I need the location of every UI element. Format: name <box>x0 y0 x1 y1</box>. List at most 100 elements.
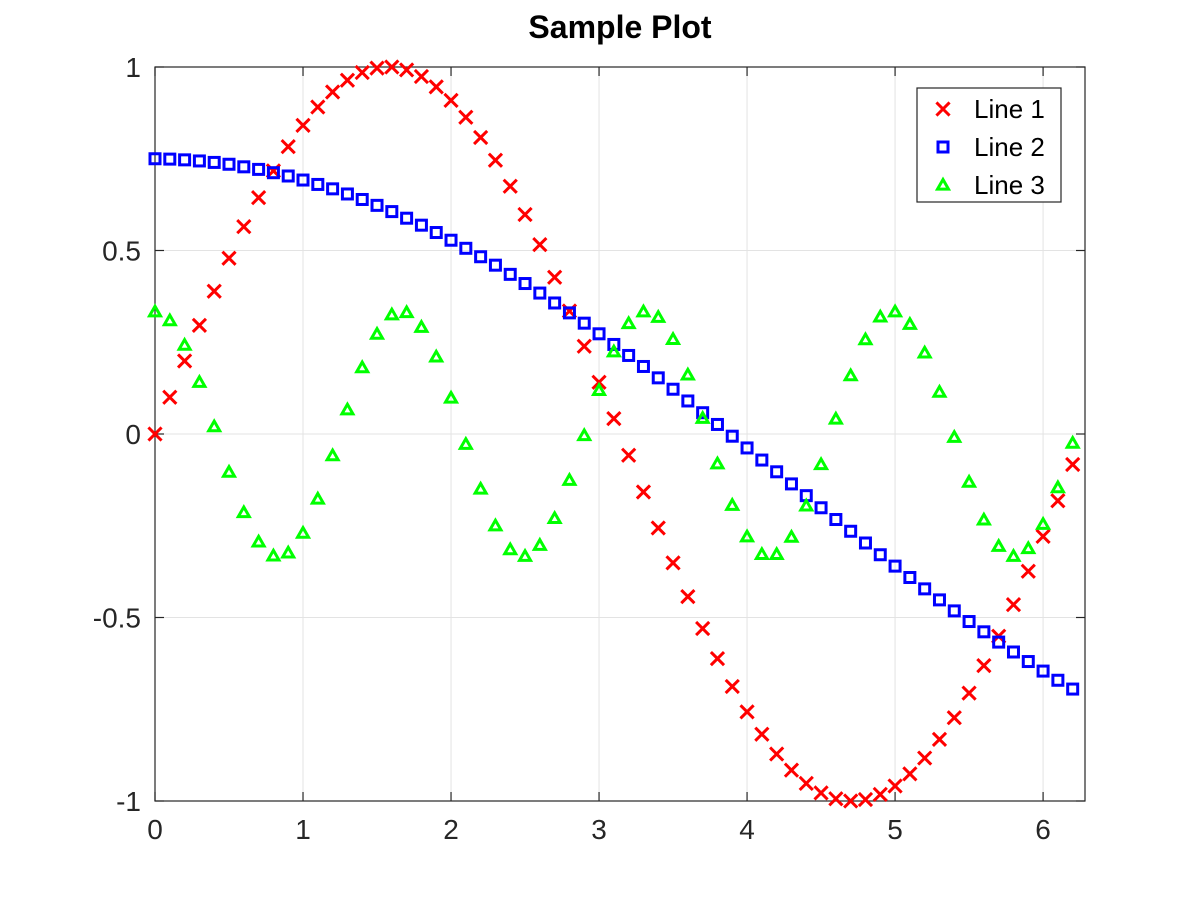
data-point-line-1 <box>946 710 962 726</box>
data-point-line-2 <box>1036 664 1050 678</box>
data-point-line-2 <box>592 327 606 341</box>
data-point-line-2 <box>903 570 917 584</box>
y-tick-label: 0 <box>125 419 141 450</box>
data-point-line-1 <box>695 620 711 637</box>
data-point-line-2 <box>237 160 251 174</box>
data-point-line-3 <box>383 306 400 321</box>
legend-marker <box>935 101 951 117</box>
data-point-line-1 <box>547 269 563 285</box>
y-tick-label: 1 <box>125 52 141 83</box>
data-point-line-2 <box>148 152 162 166</box>
data-point-line-3 <box>590 381 608 396</box>
data-point-line-3 <box>576 426 593 442</box>
data-point-line-2 <box>770 465 784 479</box>
data-point-line-3 <box>235 504 252 519</box>
data-point-line-1 <box>413 68 430 85</box>
data-point-line-3 <box>531 536 548 551</box>
data-point-line-1 <box>606 410 622 427</box>
y-axis-tick-labels: -1 -0.5 0 0.5 1 <box>93 52 141 817</box>
data-point-line-2 <box>548 296 562 310</box>
data-point-line-2 <box>444 233 458 247</box>
data-point-line-2 <box>888 559 902 573</box>
data-point-line-3 <box>783 528 800 543</box>
data-point-line-2 <box>696 406 710 420</box>
data-point-line-3 <box>724 496 741 511</box>
data-point-line-3 <box>1005 547 1022 562</box>
data-point-line-2 <box>829 513 843 527</box>
data-point-line-2 <box>962 615 976 629</box>
data-point-line-1 <box>176 353 193 369</box>
data-point-line-2 <box>429 226 443 240</box>
data-point-line-2 <box>370 198 384 212</box>
data-point-line-1 <box>635 484 652 500</box>
data-point-line-3 <box>191 373 208 388</box>
data-point-line-1 <box>502 178 518 194</box>
data-point-line-1 <box>872 786 888 803</box>
x-tick-label: 1 <box>295 814 311 845</box>
data-point-line-1 <box>206 283 222 299</box>
data-point-line-2 <box>918 582 932 596</box>
data-point-line-3 <box>1064 434 1081 449</box>
data-point-line-2 <box>636 359 650 373</box>
data-point-line-2 <box>844 524 858 538</box>
data-point-line-3 <box>354 359 371 374</box>
data-point-line-3 <box>916 344 933 359</box>
data-point-line-2 <box>192 154 206 168</box>
data-point-line-3 <box>339 401 356 416</box>
data-point-line-1 <box>754 726 770 742</box>
data-point-line-1 <box>517 206 533 223</box>
data-point-line-2 <box>607 337 621 351</box>
data-point-line-3 <box>428 348 445 363</box>
data-point-line-3 <box>842 367 859 382</box>
data-point-line-2 <box>385 205 399 219</box>
data-point-line-2 <box>932 593 946 607</box>
data-point-line-1 <box>887 778 903 794</box>
data-point-line-2 <box>207 155 221 169</box>
data-point-line-1 <box>680 588 696 605</box>
chart-title: Sample Plot <box>528 9 712 45</box>
legend-item: Line 3 <box>934 170 1045 200</box>
data-point-line-1 <box>1005 597 1022 613</box>
data-point-line-3 <box>516 547 534 562</box>
data-point-line-1 <box>532 237 548 253</box>
data-point-line-1 <box>147 426 163 442</box>
data-point-line-3 <box>605 343 622 358</box>
data-point-line-2 <box>651 371 665 385</box>
data-point-line-3 <box>1020 539 1037 555</box>
data-point-line-3 <box>857 331 874 346</box>
data-point-line-3 <box>398 303 415 319</box>
data-point-line-1 <box>384 59 400 75</box>
data-point-line-1 <box>339 72 356 88</box>
data-point-line-1 <box>665 555 681 571</box>
data-point-line-2 <box>740 441 754 455</box>
data-point-line-2 <box>281 169 295 183</box>
data-point-line-3 <box>502 541 519 556</box>
data-point-line-3 <box>620 315 637 330</box>
data-point-line-1 <box>324 84 341 100</box>
data-point-line-2 <box>326 182 340 196</box>
data-point-line-2 <box>873 548 887 562</box>
x-tick-label: 6 <box>1035 814 1051 845</box>
data-point-line-3 <box>812 455 830 471</box>
data-point-line-2 <box>488 258 502 272</box>
data-point-line-3 <box>309 490 326 505</box>
data-point-line-3 <box>990 537 1007 552</box>
data-point-line-3 <box>886 303 904 318</box>
data-point-line-2 <box>562 306 576 320</box>
data-point-line-1 <box>813 785 829 801</box>
data-point-line-3 <box>872 308 889 323</box>
data-point-line-3 <box>694 409 711 424</box>
data-point-line-3 <box>294 524 312 539</box>
data-point-line-1 <box>650 520 666 536</box>
data-point-line-1 <box>769 746 785 762</box>
data-point-line-2 <box>992 635 1006 649</box>
tick-marks <box>154 66 1085 802</box>
data-point-line-3 <box>679 366 696 381</box>
data-point-line-3 <box>1034 515 1052 530</box>
data-point-line-1 <box>843 793 859 809</box>
data-point-line-1 <box>428 79 444 95</box>
series-line-1 <box>147 59 1081 809</box>
data-point-line-1 <box>798 775 814 792</box>
data-point-line-2 <box>947 604 961 618</box>
